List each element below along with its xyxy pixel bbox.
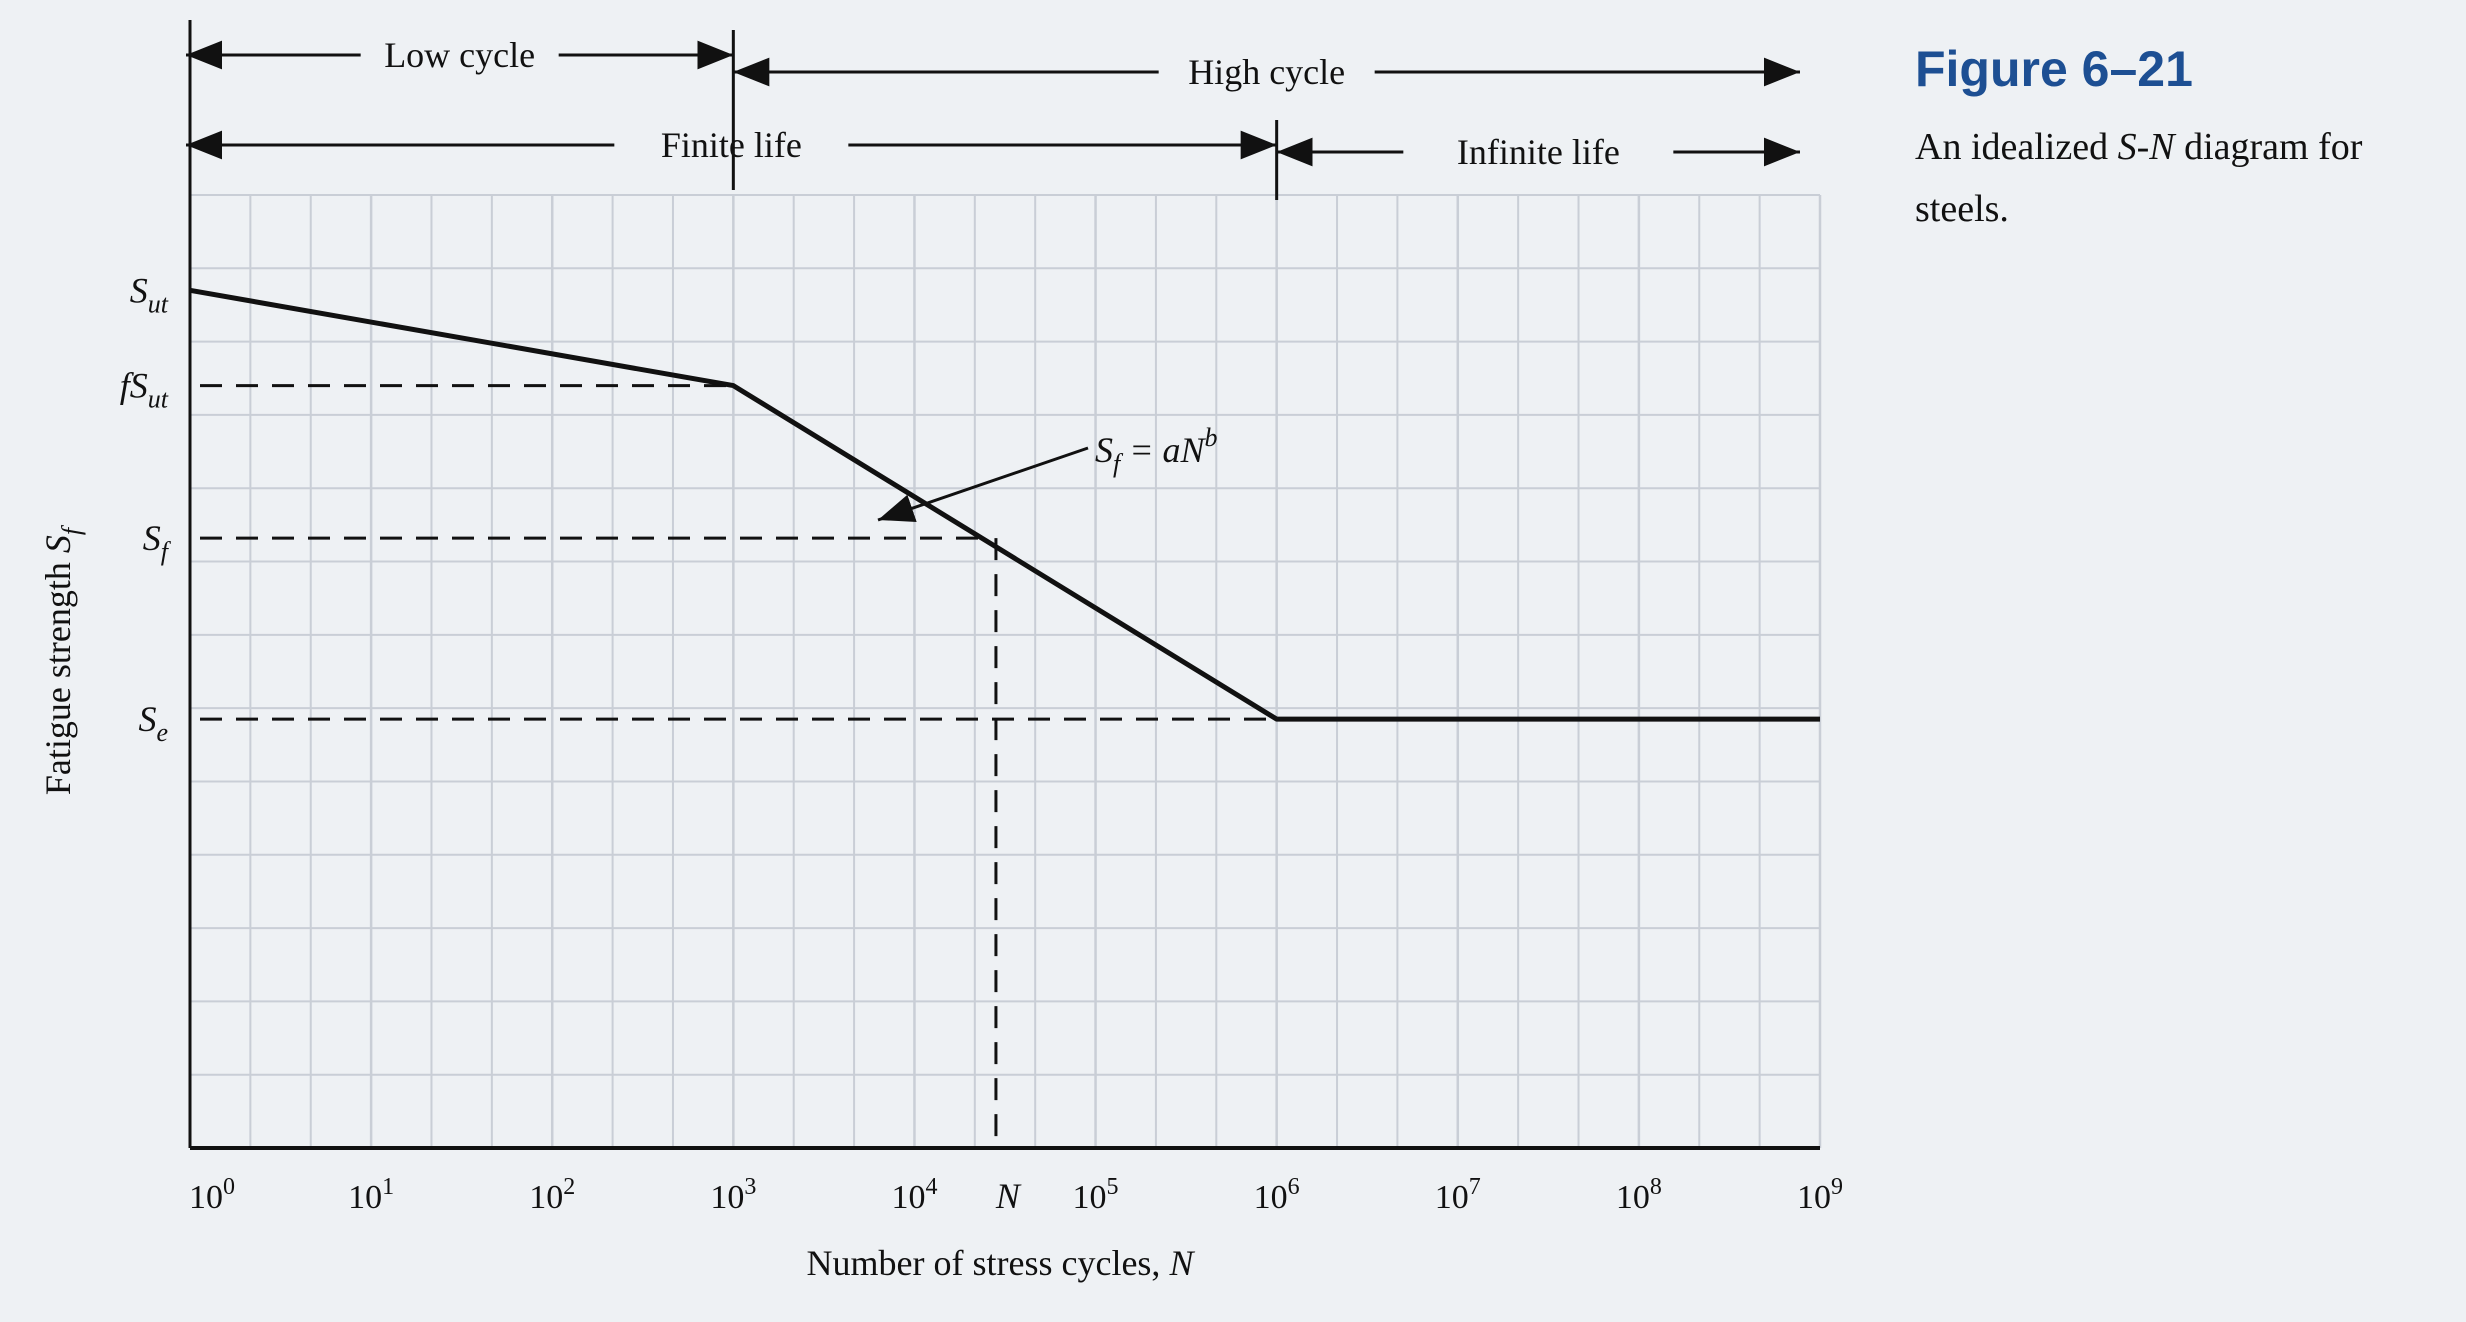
x-tick-label: 108 (1616, 1174, 1662, 1216)
x-tick-base: 10 (1435, 1179, 1469, 1216)
x-axis-title-symbol: N (1168, 1243, 1195, 1283)
figure-caption: An idealized S-N diagram for steels. (1915, 116, 2435, 240)
x-tick-exponent: 3 (744, 1174, 756, 1200)
x-tick-label: 105 (1073, 1174, 1119, 1216)
caption-part-2: S-N (2117, 126, 2175, 168)
x-tick-exponent: 7 (1469, 1174, 1481, 1200)
x-tick-exponent: 4 (925, 1174, 937, 1200)
x-tick-base: 10 (710, 1179, 744, 1216)
y-level-symbol: S (143, 518, 161, 558)
caption-area: Figure 6–21 An idealized S-N diagram for… (1915, 40, 2435, 240)
x-tick-exponent: 2 (563, 1174, 575, 1200)
x-tick-exponent: 8 (1650, 1174, 1662, 1200)
reference-lines (200, 384, 1277, 1148)
grid (190, 194, 1822, 1149)
y-level-subscript: e (156, 718, 168, 747)
figure-title: Figure 6–21 (1915, 41, 2193, 97)
annotation-exponent: b (1205, 423, 1218, 452)
annotation-symbol: S (1095, 430, 1113, 470)
x-tick-exponent: 6 (1288, 1174, 1300, 1200)
x-tick-label: 109 (1797, 1174, 1843, 1216)
x-tick-base: 10 (1797, 1179, 1831, 1216)
x-tick-base: 10 (1616, 1179, 1650, 1216)
series (189, 287, 1820, 722)
region-bands: Low cycle High cycle Finite life Infinite l… (186, 30, 1800, 200)
curve-annotation: Sf = aNb (1095, 423, 1218, 478)
x-tick-label: 102 (529, 1174, 575, 1216)
x-axis-title-text: Number of stress cycles, (807, 1243, 1170, 1283)
y-level-subscript: ut (148, 385, 169, 414)
x-tick-exponent: 9 (1831, 1174, 1843, 1200)
x-tick-base: 10 (891, 1179, 925, 1216)
y-level-label: Sf (143, 518, 172, 566)
y-level-label: fSut (120, 366, 169, 414)
annotation-subscript: f (1113, 449, 1124, 478)
y-level-symbol: S (130, 270, 148, 310)
low-cycle-label: Low cycle (384, 35, 535, 75)
y-axis-title-symbol: S (38, 535, 78, 553)
x-tick-label: 101 (348, 1174, 394, 1216)
x-tick-base: 10 (1073, 1179, 1107, 1216)
x-tick-label: 107 (1435, 1174, 1481, 1216)
x-tick-label: 100 (189, 1174, 235, 1216)
y-axis-title-subscript: f (57, 524, 86, 535)
annotation-rhs: = a (1120, 430, 1180, 470)
finite-life-label: Finite life (661, 125, 802, 165)
x-tick-label: 104 (891, 1174, 937, 1216)
y-level-label: Sut (130, 270, 169, 318)
x-tick-exponent: 0 (223, 1174, 235, 1200)
y-level-symbol: S (130, 366, 148, 406)
x-tick-base: 10 (529, 1179, 563, 1216)
x-marker-N-label: N (995, 1176, 1022, 1216)
x-tick-label: 103 (710, 1174, 756, 1216)
infinite-life-label: Infinite life (1457, 132, 1620, 172)
x-tick-label: 106 (1254, 1174, 1300, 1216)
x-tick-base: 10 (1254, 1179, 1288, 1216)
x-axis-title: Number of stress cycles, N (807, 1243, 1196, 1283)
y-level-label: Se (138, 699, 168, 747)
y-axis-title: Fatigue strength Sf (38, 524, 86, 795)
x-tick-exponent: 1 (382, 1174, 394, 1200)
high-cycle-label: High cycle (1188, 52, 1345, 92)
x-tick-base: 10 (348, 1179, 382, 1216)
y-axis-title-text: Fatigue strength (38, 553, 78, 795)
y-level-subscript: f (161, 537, 172, 566)
x-tick-exponent: 5 (1107, 1174, 1119, 1200)
sn-curve (189, 287, 1820, 722)
x-tick-base: 10 (189, 1179, 223, 1216)
annotation-N: N (1180, 430, 1207, 470)
y-level-symbol: S (138, 699, 156, 739)
caption-part-1: An idealized (1915, 126, 2118, 168)
caption-part-3: diagram for steels. (1915, 126, 2363, 230)
y-level-subscript: ut (148, 289, 169, 318)
annotation-leader-arrow (877, 446, 1089, 522)
